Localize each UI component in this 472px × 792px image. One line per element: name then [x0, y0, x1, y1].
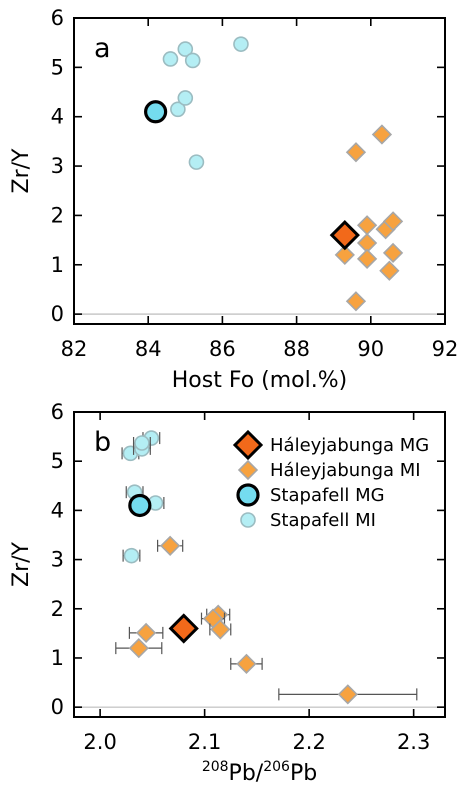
- y-tick-label: 4: [51, 498, 64, 522]
- haleyjabunga-mi-point: [382, 211, 404, 232]
- y-tick-label: 1: [51, 253, 64, 277]
- haleyjabunga-mi-point: [356, 248, 378, 269]
- x-tick-label: 86: [209, 337, 236, 361]
- stapafell-mg-point: [128, 493, 152, 518]
- haleyjabunga-mi-point: [135, 622, 157, 644]
- haleyjabunga-mi-point: [236, 653, 257, 675]
- haleyjabunga-mi-point: [345, 291, 367, 312]
- x-axis-label-superscript: 206: [263, 759, 290, 775]
- haleyjabunga-mi-point: [210, 619, 231, 640]
- stapafell-mi-point: [184, 52, 201, 69]
- stapafell-mi-point: [177, 90, 194, 106]
- stapafell-mi-point: [162, 51, 179, 67]
- haleyjabunga-mg-point: [168, 613, 199, 644]
- legend-label: Háleyjabunga MG: [270, 435, 429, 456]
- haleyjabunga-mi-point: [128, 637, 149, 659]
- x-tick-label: 92: [432, 337, 459, 361]
- x-tick-label: 2.3: [397, 730, 430, 754]
- stapafell-mi-point: [170, 101, 186, 118]
- haleyjabunga-mi-point: [371, 124, 393, 145]
- legend-label: Háleyjabunga MI: [270, 460, 421, 481]
- x-axis-label: Host Fo (mol.%): [172, 368, 347, 393]
- stapafell-mi-point: [233, 36, 249, 52]
- stapafell-mi-point: [134, 435, 150, 451]
- x-tick-label: 90: [357, 337, 384, 361]
- panel-b: 0 1 2 3 4 5 6 2.0 2.1 2.2 2.3 Zr/Y 208Pb/206Pb b Háley…: [9, 400, 446, 786]
- haleyjabunga-mi-point: [160, 535, 181, 556]
- stapafell-mi-point: [188, 154, 205, 170]
- y-axis-label: Zr/Y: [9, 541, 34, 587]
- x-tick-label: 2.1: [188, 730, 221, 754]
- x-axis-label-text: Pb: [290, 761, 317, 786]
- y-tick-label: 4: [51, 105, 64, 129]
- legend-marker: [240, 512, 256, 528]
- haleyjabunga-mi-point: [345, 142, 367, 163]
- panel-a: 0 1 2 3 4 5 6 82 84 86 88 90 92 Zr/Y Host Fo (mol.%) a: [9, 6, 458, 393]
- legend-label: Stapafell MG: [270, 485, 385, 506]
- y-tick-label: 0: [51, 302, 64, 326]
- plot-frame: [73, 17, 446, 325]
- stapafell-mi-point: [123, 547, 140, 564]
- plot-frame: [73, 411, 446, 718]
- x-tick-label: 2.2: [292, 730, 325, 754]
- legend: Háleyjabunga MG Háleyjabunga MI Stapafell …: [232, 429, 429, 531]
- panel-label: a: [94, 33, 111, 64]
- panel-label: b: [94, 427, 111, 458]
- y-tick-label: 6: [51, 6, 64, 30]
- legend-marker: [232, 429, 264, 461]
- stapafell-mi-point: [177, 41, 194, 57]
- x-tick-label: 88: [283, 337, 310, 361]
- y-tick-label: 3: [51, 154, 64, 178]
- haleyjabunga-mg-point: [329, 220, 360, 251]
- y-tick-label: 1: [51, 646, 64, 670]
- legend-label: Stapafell MI: [270, 510, 376, 531]
- x-tick-label: 2.0: [83, 730, 116, 754]
- y-tick-label: 6: [51, 400, 64, 424]
- legend-marker: [236, 483, 260, 507]
- haleyjabunga-mi-point: [337, 684, 358, 705]
- haleyjabunga-mi-point: [356, 215, 378, 236]
- x-tick-label: 82: [61, 337, 88, 361]
- haleyjabunga-mi-point: [379, 260, 400, 281]
- stapafell-mg-point: [144, 100, 168, 124]
- x-axis-label-superscript: 208: [202, 759, 229, 775]
- y-tick-label: 2: [51, 203, 64, 227]
- y-tick-label: 0: [51, 695, 64, 719]
- y-tick-label: 2: [51, 597, 64, 621]
- x-axis-label: 208Pb/206Pb: [202, 759, 317, 786]
- haleyjabunga-mi-point: [382, 242, 404, 264]
- x-tick-label: 84: [135, 337, 162, 361]
- y-tick-label: 5: [51, 449, 64, 473]
- y-axis-label: Zr/Y: [9, 148, 34, 194]
- y-tick-label: 5: [51, 55, 64, 79]
- haleyjabunga-mi-point: [334, 244, 355, 266]
- legend-marker: [237, 459, 259, 481]
- y-tick-label: 3: [51, 548, 64, 572]
- x-axis-label-text: Pb/: [229, 761, 264, 786]
